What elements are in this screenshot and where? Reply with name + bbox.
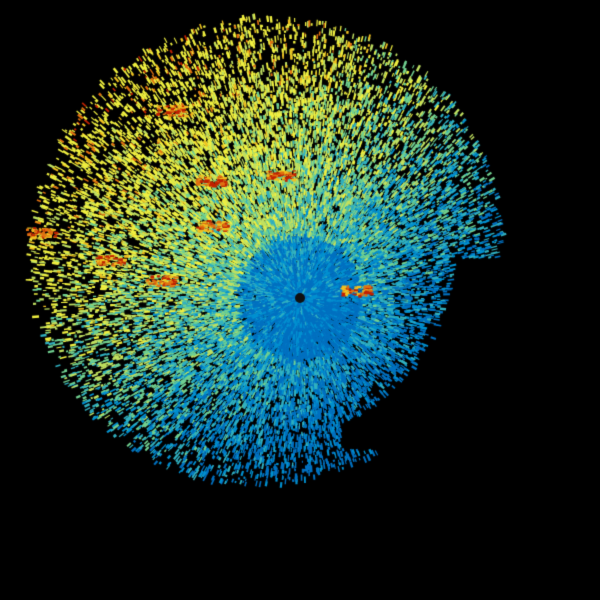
radar-image (0, 0, 600, 600)
